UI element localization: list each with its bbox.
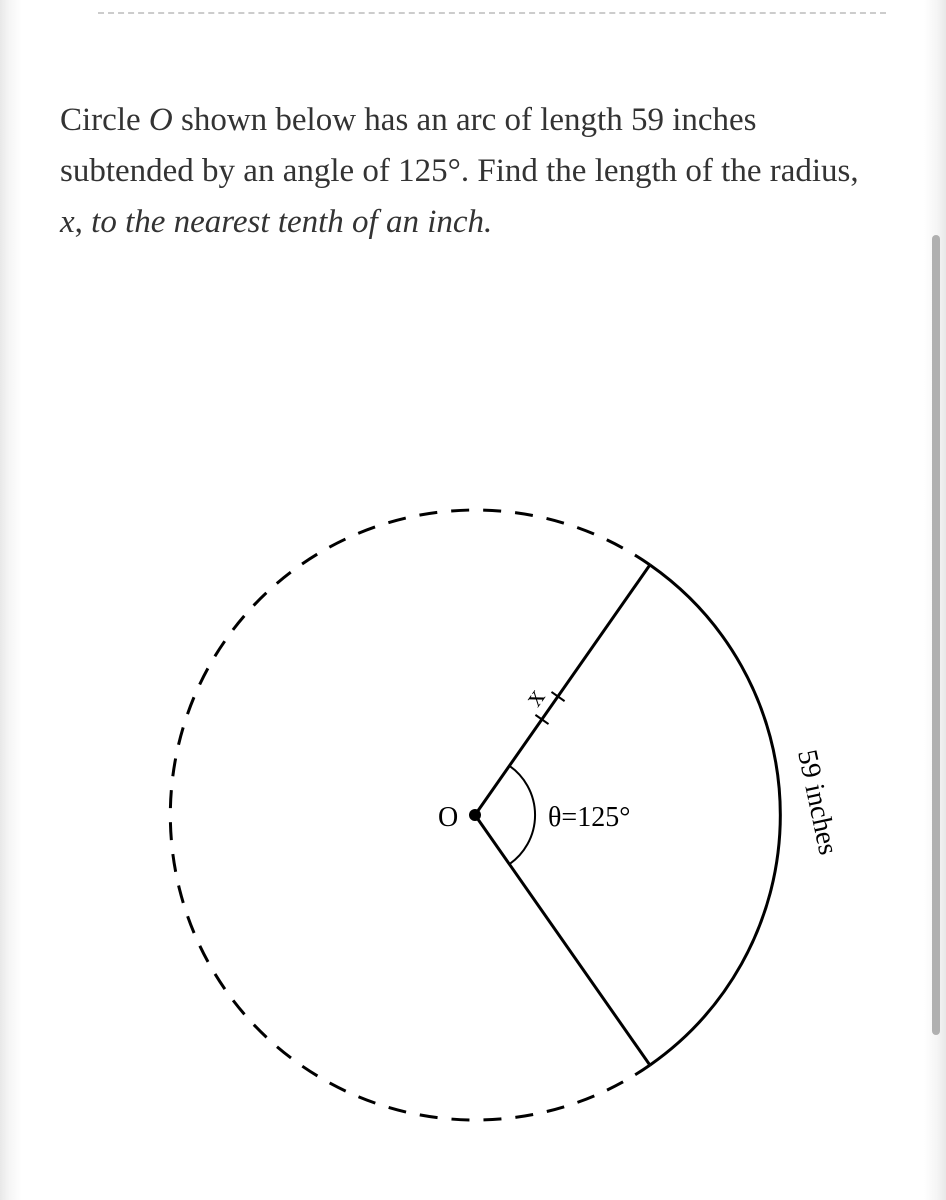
top-divider — [98, 12, 886, 14]
radius-tick-left — [535, 715, 548, 724]
text-part-3: . Find the length of the radius, — [461, 153, 859, 189]
scrollbar-thumb[interactable] — [932, 235, 940, 1035]
left-page-shadow — [0, 0, 22, 1200]
center-point — [469, 809, 481, 821]
radius-top — [475, 565, 650, 815]
variable-x: x — [60, 204, 75, 240]
solid-arc — [650, 565, 780, 1065]
text-part-1: Circle — [60, 102, 149, 138]
angle-value: 125° — [398, 153, 461, 189]
text-part-4: , — [75, 204, 92, 240]
variable-O: O — [149, 102, 173, 138]
radius-bottom — [475, 815, 650, 1065]
radius-label-group: x — [514, 677, 564, 724]
question-text: Circle O shown below has an arc of lengt… — [60, 95, 886, 248]
arc-length-label: 59 inches — [791, 747, 843, 858]
diagram-container: O x θ=125° 59 inches — [60, 460, 886, 1160]
question-block: Circle O shown below has an arc of lengt… — [60, 95, 886, 248]
angle-label: θ=125° — [548, 802, 630, 833]
angle-indicator-arc — [509, 766, 535, 864]
radius-tick-right — [551, 692, 564, 701]
circle-diagram: O x θ=125° 59 inches — [60, 460, 886, 1160]
radius-label: x — [518, 683, 551, 712]
italic-instruction: to the nearest tenth of an inch. — [91, 204, 492, 240]
center-label: O — [438, 802, 458, 833]
